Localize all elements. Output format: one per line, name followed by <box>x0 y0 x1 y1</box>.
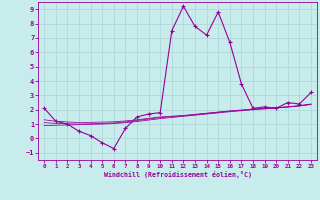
X-axis label: Windchill (Refroidissement éolien,°C): Windchill (Refroidissement éolien,°C) <box>104 171 252 178</box>
